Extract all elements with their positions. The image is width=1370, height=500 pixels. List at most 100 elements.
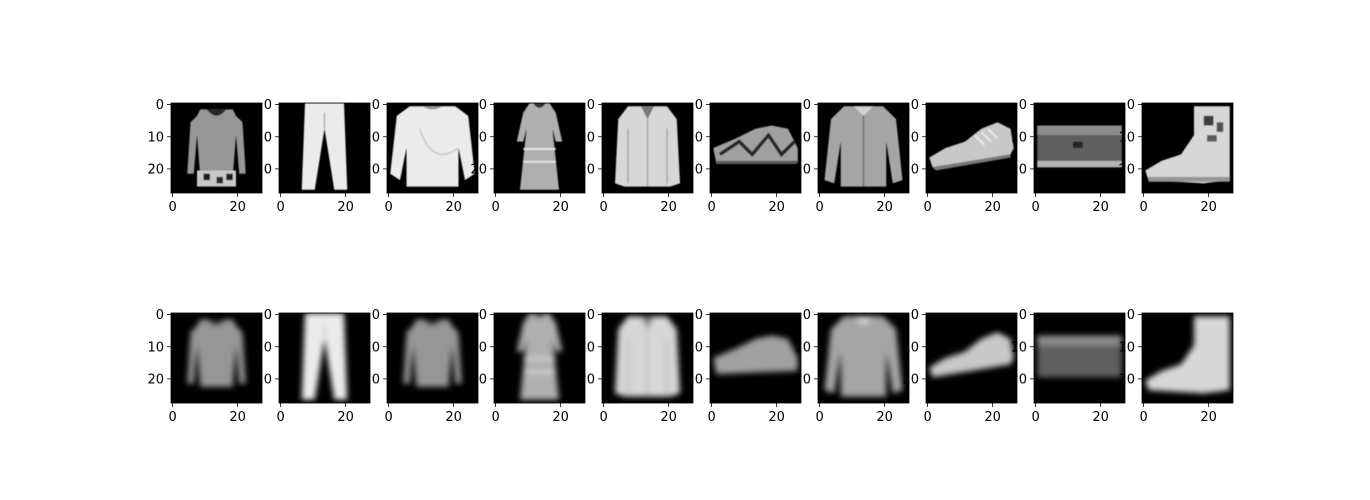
y-tick-label: 20 [470,372,487,387]
bag-image [1037,125,1122,168]
y-tick-label: 0 [1127,308,1135,323]
y-tick-label: 0 [372,98,380,113]
y-tick-label: 20 [902,162,919,177]
x-tick-label: 20 [660,200,677,215]
y-tick-label: 0 [695,308,703,323]
sandal-image [713,125,798,165]
panel-frame [601,102,694,194]
original-panel-1: 0 20 0 10 20 [147,98,263,215]
y-tick-label: 20 [470,162,487,177]
y-tick-label: 0 [911,98,919,113]
original-panel-9: 0 20 0 10 20 [1010,98,1126,215]
panel-frame [493,312,586,404]
coat-image [615,316,680,397]
x-tick-label: 0 [599,410,607,425]
y-tick-label: 10 [255,130,272,145]
x-tick-label: 20 [445,200,462,215]
y-tick-label: 0 [156,308,164,323]
y-tick-label: 20 [794,372,811,387]
panel-frame [1033,312,1126,404]
y-tick-label: 20 [686,372,703,387]
x-tick-label: 20 [445,410,462,425]
pullover-image [403,319,462,387]
panel-frame [1033,102,1126,194]
panel-frame [1141,312,1234,404]
y-tick-label: 0 [587,308,595,323]
y-tick-label: 20 [363,372,380,387]
panel-frame [278,102,371,194]
coat-image [615,106,680,187]
sandal-image [713,335,798,375]
x-tick-label: 20 [1200,410,1217,425]
y-tick-label: 10 [147,340,164,355]
panel-frame [278,312,371,404]
y-tick-label: 0 [479,98,487,113]
y-tick-label: 20 [902,372,919,387]
y-tick-label: 10 [470,340,487,355]
original-panel-10: 0 20 0 10 20 [1118,98,1234,215]
y-tick-label: 20 [363,162,380,177]
x-tick-label: 20 [1092,410,1109,425]
x-tick-label: 20 [337,410,354,425]
panel-frame [601,312,694,404]
y-tick-label: 10 [255,340,272,355]
y-tick-label: 10 [470,130,487,145]
y-tick-label: 20 [686,162,703,177]
original-panel-5: 0 20 0 10 20 [578,98,694,215]
panel-frame [709,312,802,404]
panel-frame [709,102,802,194]
y-tick-label: 0 [587,98,595,113]
x-tick-label: 0 [1139,410,1147,425]
pullover-image [187,109,246,187]
y-tick-label: 0 [1127,98,1135,113]
panel-frame [493,102,586,194]
y-tick-label: 0 [264,308,272,323]
x-tick-label: 20 [229,410,246,425]
x-tick-label: 20 [1092,200,1109,215]
y-tick-label: 10 [363,130,380,145]
x-tick-label: 20 [337,200,354,215]
panel-frame [386,312,479,404]
bag-image [1037,335,1122,378]
panel-frame [817,312,910,404]
y-tick-label: 10 [1118,130,1135,145]
reconstructed-panel-5: 0 20 0 10 20 [578,308,694,425]
y-tick-label: 0 [1019,98,1027,113]
dress-image [516,103,563,190]
y-tick-label: 20 [147,162,164,177]
reconstructed-panel-2: 0 20 0 10 20 [255,308,371,425]
x-tick-label: 0 [1031,410,1039,425]
y-tick-label: 10 [902,130,919,145]
x-tick-label: 0 [168,410,176,425]
y-tick-label: 20 [794,162,811,177]
panel-frame [386,102,479,194]
dress-image [516,313,563,400]
x-tick-label: 20 [768,200,785,215]
y-tick-label: 10 [686,130,703,145]
y-tick-label: 10 [902,340,919,355]
x-tick-label: 20 [229,200,246,215]
original-panel-3: 0 20 0 10 20 [363,98,479,215]
x-tick-label: 0 [276,410,284,425]
y-tick-label: 20 [1118,372,1135,387]
x-tick-label: 0 [384,410,392,425]
reconstructed-panel-7: 0 20 0 10 20 [794,308,910,425]
y-tick-label: 20 [255,372,272,387]
y-tick-label: 10 [794,340,811,355]
y-tick-label: 10 [363,340,380,355]
trousers-image [301,313,348,400]
original-panel-2: 0 20 0 10 20 [255,98,371,215]
x-tick-label: 0 [707,200,715,215]
x-tick-label: 20 [984,410,1001,425]
y-tick-label: 10 [1118,340,1135,355]
ankle-boot-image [1145,106,1230,184]
panel-frame [925,312,1018,404]
pullover-long-sleeve-image [390,106,475,187]
sneaker-image [929,332,1014,378]
original-panel-8: 0 20 0 10 20 [902,98,1018,215]
original-panel-7: 0 20 0 10 20 [794,98,910,215]
x-tick-label: 0 [168,200,176,215]
y-tick-label: 0 [803,98,811,113]
x-tick-label: 20 [552,410,569,425]
shirt-image [824,316,903,397]
